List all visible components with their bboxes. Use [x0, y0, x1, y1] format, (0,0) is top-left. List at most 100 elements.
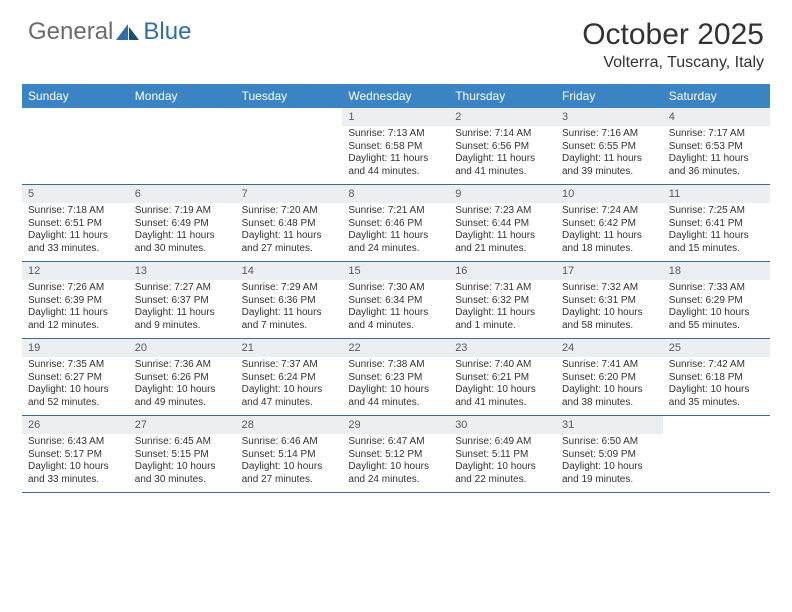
day-number: 13 — [129, 262, 236, 280]
day-line: and 41 minutes. — [455, 397, 550, 410]
day-line: and 44 minutes. — [348, 397, 443, 410]
day-cell: 23Sunrise: 7:40 AMSunset: 6:21 PMDayligh… — [449, 339, 556, 415]
logo-text-blue: Blue — [143, 18, 191, 46]
day-line: and 41 minutes. — [455, 166, 550, 179]
day-details: Sunrise: 7:41 AMSunset: 6:20 PMDaylight:… — [556, 357, 663, 415]
day-number: 7 — [236, 185, 343, 203]
day-line: and 58 minutes. — [562, 320, 657, 333]
day-line: Daylight: 10 hours — [348, 461, 443, 474]
day-line: Sunrise: 7:37 AM — [242, 359, 337, 372]
day-line: and 4 minutes. — [348, 320, 443, 333]
day-line: Sunset: 6:46 PM — [348, 218, 443, 231]
day-line: and 38 minutes. — [562, 397, 657, 410]
day-line: and 24 minutes. — [348, 474, 443, 487]
day-line: Sunrise: 7:38 AM — [348, 359, 443, 372]
day-line: and 9 minutes. — [135, 320, 230, 333]
day-line: Daylight: 10 hours — [562, 461, 657, 474]
weekday-cell: Saturday — [663, 84, 770, 108]
day-line: Sunrise: 7:17 AM — [669, 128, 764, 141]
empty-cell — [663, 416, 770, 492]
day-line: Daylight: 11 hours — [562, 153, 657, 166]
day-line: Sunrise: 7:42 AM — [669, 359, 764, 372]
day-line: and 27 minutes. — [242, 243, 337, 256]
day-details: Sunrise: 7:42 AMSunset: 6:18 PMDaylight:… — [663, 357, 770, 415]
day-cell: 1Sunrise: 7:13 AMSunset: 6:58 PMDaylight… — [342, 108, 449, 184]
day-line: Sunrise: 7:24 AM — [562, 205, 657, 218]
day-number: 22 — [342, 339, 449, 357]
day-cell: 6Sunrise: 7:19 AMSunset: 6:49 PMDaylight… — [129, 185, 236, 261]
day-number: 21 — [236, 339, 343, 357]
logo-text-general: General — [28, 18, 113, 46]
day-line: Sunrise: 7:41 AM — [562, 359, 657, 372]
day-line: and 35 minutes. — [669, 397, 764, 410]
day-line: Sunset: 6:44 PM — [455, 218, 550, 231]
day-line: Sunrise: 7:26 AM — [28, 282, 123, 295]
day-line: Sunset: 6:36 PM — [242, 295, 337, 308]
weekday-cell: Monday — [129, 84, 236, 108]
page-header: General Blue October 2025 Volterra, Tusc… — [0, 0, 792, 76]
day-line: Sunrise: 7:21 AM — [348, 205, 443, 218]
day-details: Sunrise: 7:32 AMSunset: 6:31 PMDaylight:… — [556, 280, 663, 338]
day-line: and 7 minutes. — [242, 320, 337, 333]
day-line: Sunset: 6:56 PM — [455, 141, 550, 154]
day-line: Sunset: 6:42 PM — [562, 218, 657, 231]
day-line: Sunset: 6:29 PM — [669, 295, 764, 308]
day-line: Sunset: 5:17 PM — [28, 449, 123, 462]
day-line: Daylight: 10 hours — [348, 384, 443, 397]
day-cell: 3Sunrise: 7:16 AMSunset: 6:55 PMDaylight… — [556, 108, 663, 184]
day-cell: 10Sunrise: 7:24 AMSunset: 6:42 PMDayligh… — [556, 185, 663, 261]
day-cell: 13Sunrise: 7:27 AMSunset: 6:37 PMDayligh… — [129, 262, 236, 338]
day-line: Sunset: 5:15 PM — [135, 449, 230, 462]
day-cell: 22Sunrise: 7:38 AMSunset: 6:23 PMDayligh… — [342, 339, 449, 415]
day-line: and 22 minutes. — [455, 474, 550, 487]
day-details: Sunrise: 7:27 AMSunset: 6:37 PMDaylight:… — [129, 280, 236, 338]
day-number: 15 — [342, 262, 449, 280]
day-line: Sunset: 6:48 PM — [242, 218, 337, 231]
day-cell: 21Sunrise: 7:37 AMSunset: 6:24 PMDayligh… — [236, 339, 343, 415]
day-cell: 5Sunrise: 7:18 AMSunset: 6:51 PMDaylight… — [22, 185, 129, 261]
day-number: 2 — [449, 108, 556, 126]
day-line: Daylight: 11 hours — [348, 307, 443, 320]
day-line: Daylight: 10 hours — [242, 384, 337, 397]
day-line: Daylight: 10 hours — [669, 307, 764, 320]
day-details: Sunrise: 7:36 AMSunset: 6:26 PMDaylight:… — [129, 357, 236, 415]
day-line: Sunset: 6:53 PM — [669, 141, 764, 154]
day-number: 20 — [129, 339, 236, 357]
day-line: and 19 minutes. — [562, 474, 657, 487]
day-line: Sunset: 5:14 PM — [242, 449, 337, 462]
day-line: Sunset: 6:20 PM — [562, 372, 657, 385]
day-line: Sunrise: 7:13 AM — [348, 128, 443, 141]
day-line: and 27 minutes. — [242, 474, 337, 487]
day-cell: 15Sunrise: 7:30 AMSunset: 6:34 PMDayligh… — [342, 262, 449, 338]
day-number: 26 — [22, 416, 129, 434]
day-cell: 24Sunrise: 7:41 AMSunset: 6:20 PMDayligh… — [556, 339, 663, 415]
day-line: Daylight: 11 hours — [135, 230, 230, 243]
day-cell: 14Sunrise: 7:29 AMSunset: 6:36 PMDayligh… — [236, 262, 343, 338]
day-line: Daylight: 11 hours — [135, 307, 230, 320]
day-line: Sunrise: 6:50 AM — [562, 436, 657, 449]
day-line: Daylight: 10 hours — [669, 384, 764, 397]
day-line: Daylight: 11 hours — [28, 307, 123, 320]
day-number: 30 — [449, 416, 556, 434]
day-number: 27 — [129, 416, 236, 434]
day-number: 8 — [342, 185, 449, 203]
day-line: Sunset: 6:21 PM — [455, 372, 550, 385]
day-line: Sunrise: 7:31 AM — [455, 282, 550, 295]
day-details: Sunrise: 7:29 AMSunset: 6:36 PMDaylight:… — [236, 280, 343, 338]
day-line: and 39 minutes. — [562, 166, 657, 179]
day-details: Sunrise: 7:30 AMSunset: 6:34 PMDaylight:… — [342, 280, 449, 338]
day-number: 24 — [556, 339, 663, 357]
location: Volterra, Tuscany, Italy — [582, 54, 764, 72]
day-line: Daylight: 11 hours — [348, 230, 443, 243]
day-details: Sunrise: 7:35 AMSunset: 6:27 PMDaylight:… — [22, 357, 129, 415]
weekday-cell: Tuesday — [236, 84, 343, 108]
day-line: Sunset: 5:12 PM — [348, 449, 443, 462]
day-line: Sunrise: 7:35 AM — [28, 359, 123, 372]
day-line: Daylight: 11 hours — [242, 307, 337, 320]
day-line: Sunset: 6:18 PM — [669, 372, 764, 385]
day-line: and 21 minutes. — [455, 243, 550, 256]
day-line: Daylight: 10 hours — [28, 384, 123, 397]
day-line: Sunrise: 6:43 AM — [28, 436, 123, 449]
weekday-cell: Wednesday — [342, 84, 449, 108]
day-details: Sunrise: 7:37 AMSunset: 6:24 PMDaylight:… — [236, 357, 343, 415]
